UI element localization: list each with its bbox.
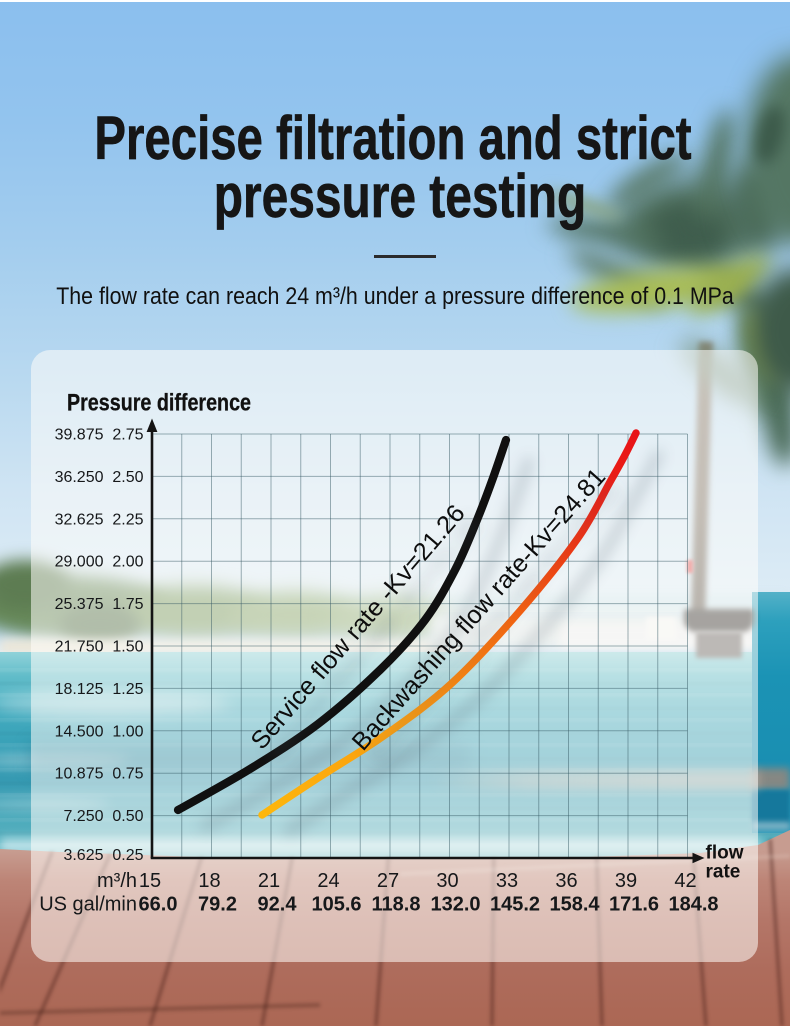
svg-text:27: 27	[377, 870, 399, 892]
svg-text:171.6: 171.6	[609, 894, 659, 916]
svg-text:158.4: 158.4	[549, 894, 600, 916]
svg-text:Service flow rate -Kv=21.26: Service flow rate -Kv=21.26	[245, 499, 470, 755]
svg-text:1.75: 1.75	[112, 596, 143, 613]
svg-text:184.8: 184.8	[668, 894, 718, 916]
svg-text:Pressure difference: Pressure difference	[67, 390, 251, 417]
svg-text:18: 18	[198, 870, 220, 892]
svg-text:0.25: 0.25	[112, 847, 143, 864]
svg-text:10.875: 10.875	[55, 766, 104, 783]
svg-text:rate: rate	[706, 862, 741, 883]
svg-text:3.625: 3.625	[63, 847, 103, 864]
svg-text:79.2: 79.2	[198, 894, 237, 916]
svg-text:0.50: 0.50	[112, 808, 143, 825]
svg-text:33: 33	[496, 870, 518, 892]
svg-text:2.00: 2.00	[112, 554, 143, 571]
svg-text:29.000: 29.000	[55, 554, 104, 571]
svg-text:2.75: 2.75	[112, 427, 143, 444]
svg-text:66.0: 66.0	[139, 894, 178, 916]
svg-text:2.25: 2.25	[112, 511, 143, 528]
svg-text:145.2: 145.2	[490, 894, 540, 916]
svg-text:42: 42	[674, 870, 696, 892]
svg-text:1.50: 1.50	[112, 639, 143, 656]
svg-text:15: 15	[139, 870, 161, 892]
svg-text:2.50: 2.50	[112, 469, 143, 486]
svg-text:118.8: 118.8	[372, 894, 421, 916]
svg-text:30: 30	[436, 870, 458, 892]
svg-text:14.500: 14.500	[55, 723, 104, 740]
svg-text:92.4: 92.4	[258, 894, 298, 916]
svg-text:25.375: 25.375	[55, 596, 104, 613]
svg-text:32.625: 32.625	[55, 511, 104, 528]
svg-text:132.0: 132.0	[430, 894, 480, 916]
svg-text:1.00: 1.00	[112, 723, 143, 740]
svg-text:36.250: 36.250	[55, 469, 104, 486]
svg-text:21: 21	[258, 870, 280, 892]
svg-text:flow: flow	[706, 843, 744, 864]
svg-text:0.75: 0.75	[112, 766, 143, 783]
svg-text:39.875: 39.875	[55, 427, 104, 444]
svg-text:24: 24	[317, 870, 339, 892]
svg-text:18.125: 18.125	[55, 681, 104, 698]
svg-text:36: 36	[555, 870, 577, 892]
svg-text:m³/h: m³/h	[97, 870, 137, 892]
svg-text:1.25: 1.25	[112, 681, 143, 698]
svg-text:105.6: 105.6	[311, 894, 361, 916]
svg-text:7.250: 7.250	[63, 808, 103, 825]
svg-text:US gal/min: US gal/min	[39, 894, 137, 916]
svg-text:21.750: 21.750	[55, 639, 104, 656]
svg-text:39: 39	[615, 870, 637, 892]
